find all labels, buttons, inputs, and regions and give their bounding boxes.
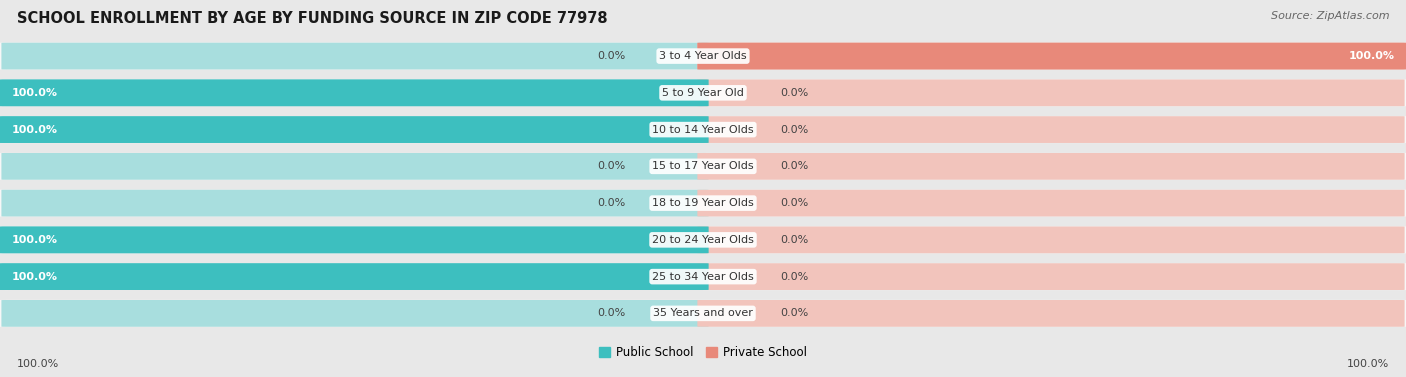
FancyBboxPatch shape: [1, 190, 709, 216]
Text: 100.0%: 100.0%: [11, 88, 58, 98]
Text: 10 to 14 Year Olds: 10 to 14 Year Olds: [652, 124, 754, 135]
FancyBboxPatch shape: [697, 43, 1406, 69]
FancyBboxPatch shape: [697, 80, 1405, 106]
FancyBboxPatch shape: [0, 263, 709, 290]
Text: 20 to 24 Year Olds: 20 to 24 Year Olds: [652, 235, 754, 245]
Text: 0.0%: 0.0%: [598, 161, 626, 172]
Text: 0.0%: 0.0%: [780, 271, 808, 282]
FancyBboxPatch shape: [697, 43, 1405, 69]
Text: Source: ZipAtlas.com: Source: ZipAtlas.com: [1271, 11, 1389, 21]
FancyBboxPatch shape: [0, 116, 1406, 143]
FancyBboxPatch shape: [0, 79, 1406, 106]
FancyBboxPatch shape: [0, 116, 709, 143]
Text: 35 Years and over: 35 Years and over: [652, 308, 754, 319]
Text: 100.0%: 100.0%: [17, 359, 59, 369]
Text: 0.0%: 0.0%: [780, 235, 808, 245]
Text: 5 to 9 Year Old: 5 to 9 Year Old: [662, 88, 744, 98]
FancyBboxPatch shape: [1, 116, 709, 143]
Text: 15 to 17 Year Olds: 15 to 17 Year Olds: [652, 161, 754, 172]
FancyBboxPatch shape: [0, 263, 1406, 290]
Text: 100.0%: 100.0%: [1348, 51, 1395, 61]
FancyBboxPatch shape: [1, 43, 709, 69]
FancyBboxPatch shape: [1, 153, 709, 180]
Text: 100.0%: 100.0%: [11, 235, 58, 245]
FancyBboxPatch shape: [697, 263, 1405, 290]
FancyBboxPatch shape: [0, 227, 709, 253]
Text: 0.0%: 0.0%: [780, 198, 808, 208]
Text: 18 to 19 Year Olds: 18 to 19 Year Olds: [652, 198, 754, 208]
FancyBboxPatch shape: [697, 153, 1405, 180]
FancyBboxPatch shape: [697, 116, 1405, 143]
FancyBboxPatch shape: [0, 153, 1406, 180]
Legend: Public School, Private School: Public School, Private School: [593, 341, 813, 363]
Text: 0.0%: 0.0%: [598, 51, 626, 61]
FancyBboxPatch shape: [1, 263, 709, 290]
FancyBboxPatch shape: [0, 43, 1406, 70]
FancyBboxPatch shape: [0, 190, 1406, 217]
Text: 3 to 4 Year Olds: 3 to 4 Year Olds: [659, 51, 747, 61]
Text: 25 to 34 Year Olds: 25 to 34 Year Olds: [652, 271, 754, 282]
Text: 0.0%: 0.0%: [598, 308, 626, 319]
FancyBboxPatch shape: [1, 80, 709, 106]
FancyBboxPatch shape: [697, 190, 1405, 216]
FancyBboxPatch shape: [0, 80, 709, 106]
FancyBboxPatch shape: [1, 227, 709, 253]
Text: 100.0%: 100.0%: [1347, 359, 1389, 369]
Text: 0.0%: 0.0%: [780, 161, 808, 172]
Text: 0.0%: 0.0%: [780, 308, 808, 319]
Text: 100.0%: 100.0%: [11, 271, 58, 282]
FancyBboxPatch shape: [697, 227, 1405, 253]
FancyBboxPatch shape: [0, 300, 1406, 327]
FancyBboxPatch shape: [697, 300, 1405, 327]
Text: 100.0%: 100.0%: [11, 124, 58, 135]
FancyBboxPatch shape: [0, 226, 1406, 253]
FancyBboxPatch shape: [1, 300, 709, 327]
Text: 0.0%: 0.0%: [780, 88, 808, 98]
Text: SCHOOL ENROLLMENT BY AGE BY FUNDING SOURCE IN ZIP CODE 77978: SCHOOL ENROLLMENT BY AGE BY FUNDING SOUR…: [17, 11, 607, 26]
Text: 0.0%: 0.0%: [780, 124, 808, 135]
Text: 0.0%: 0.0%: [598, 198, 626, 208]
